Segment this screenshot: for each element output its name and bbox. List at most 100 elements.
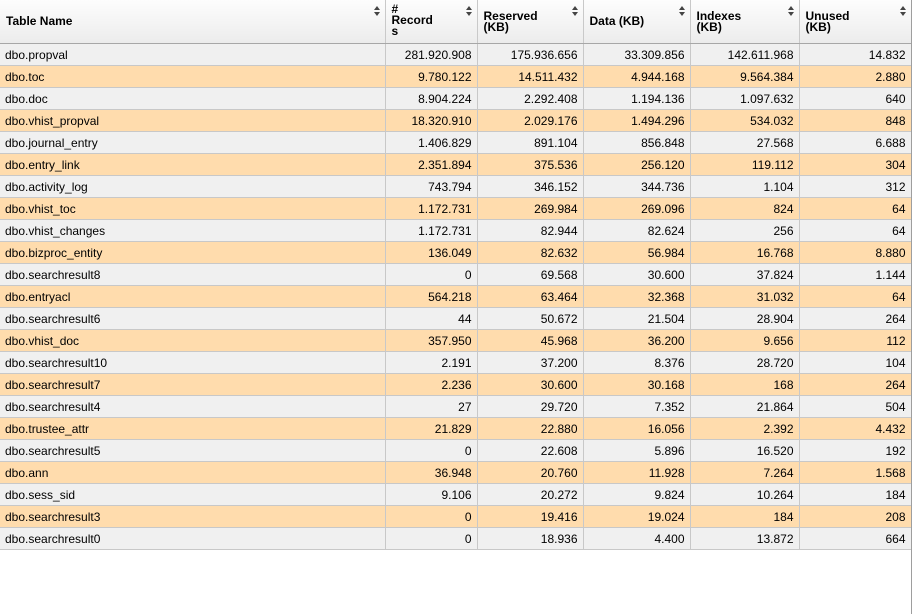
unused-cell[interactable]: 192: [799, 439, 911, 462]
column-header-unused[interactable]: Unused (KB): [799, 0, 911, 44]
table-row[interactable]: dbo.entryacl 564.218 63.464 32.368 31.032 64: [0, 285, 911, 308]
table-name-cell[interactable]: dbo.searchresult5: [0, 439, 386, 462]
data-cell[interactable]: 344.736: [583, 175, 691, 198]
unused-cell[interactable]: 64: [799, 285, 911, 308]
unused-cell[interactable]: 664: [799, 527, 911, 550]
record-count-cell[interactable]: 1.406.829: [385, 131, 478, 154]
indexes-cell[interactable]: 534.032: [690, 109, 800, 132]
table-name-cell[interactable]: dbo.entryacl: [0, 285, 386, 308]
indexes-cell[interactable]: 27.568: [690, 131, 800, 154]
data-cell[interactable]: 36.200: [583, 329, 691, 352]
indexes-cell[interactable]: 16.520: [690, 439, 800, 462]
record-count-cell[interactable]: 2.236: [385, 373, 478, 396]
table-name-cell[interactable]: dbo.ann: [0, 461, 386, 484]
table-name-cell[interactable]: dbo.toc: [0, 65, 386, 88]
indexes-cell[interactable]: 9.656: [690, 329, 800, 352]
unused-cell[interactable]: 264: [799, 373, 911, 396]
data-cell[interactable]: 11.928: [583, 461, 691, 484]
data-cell[interactable]: 82.624: [583, 219, 691, 242]
reserved-cell[interactable]: 22.608: [477, 439, 584, 462]
data-cell[interactable]: 8.376: [583, 351, 691, 374]
data-cell[interactable]: 5.896: [583, 439, 691, 462]
table-name-cell[interactable]: dbo.activity_log: [0, 175, 386, 198]
indexes-cell[interactable]: 1.104: [690, 175, 800, 198]
table-row[interactable]: dbo.propval 281.920.908 175.936.656 33.309.…: [0, 43, 911, 66]
record-count-cell[interactable]: 281.920.908: [385, 43, 478, 66]
data-cell[interactable]: 256.120: [583, 153, 691, 176]
table-row[interactable]: dbo.searchresult0 0 18.936 4.400 13.872 664: [0, 527, 911, 550]
table-name-cell[interactable]: dbo.searchresult10: [0, 351, 386, 374]
indexes-cell[interactable]: 2.392: [690, 417, 800, 440]
record-count-cell[interactable]: 9.106: [385, 483, 478, 506]
unused-cell[interactable]: 1.144: [799, 263, 911, 286]
column-header-record-count[interactable]: # Record s: [385, 0, 478, 44]
unused-cell[interactable]: 184: [799, 483, 911, 506]
sort-arrows-icon[interactable]: [373, 6, 380, 16]
table-row[interactable]: dbo.searchresult6 44 50.672 21.504 28.904 264: [0, 307, 911, 330]
indexes-cell[interactable]: 168: [690, 373, 800, 396]
table-name-cell[interactable]: dbo.searchresult0: [0, 527, 386, 550]
unused-cell[interactable]: 208: [799, 505, 911, 528]
record-count-cell[interactable]: 21.829: [385, 417, 478, 440]
reserved-cell[interactable]: 19.416: [477, 505, 584, 528]
record-count-cell[interactable]: 36.948: [385, 461, 478, 484]
indexes-cell[interactable]: 10.264: [690, 483, 800, 506]
data-cell[interactable]: 7.352: [583, 395, 691, 418]
indexes-cell[interactable]: 184: [690, 505, 800, 528]
sort-arrows-icon[interactable]: [678, 6, 685, 16]
reserved-cell[interactable]: 18.936: [477, 527, 584, 550]
table-name-cell[interactable]: dbo.entry_link: [0, 153, 386, 176]
data-cell[interactable]: 30.600: [583, 263, 691, 286]
data-cell[interactable]: 56.984: [583, 241, 691, 264]
data-cell[interactable]: 19.024: [583, 505, 691, 528]
reserved-cell[interactable]: 50.672: [477, 307, 584, 330]
table-row[interactable]: dbo.vhist_propval 18.320.910 2.029.176 1.49…: [0, 109, 911, 132]
reserved-cell[interactable]: 82.944: [477, 219, 584, 242]
record-count-cell[interactable]: 0: [385, 439, 478, 462]
record-count-cell[interactable]: 1.172.731: [385, 219, 478, 242]
reserved-cell[interactable]: 20.272: [477, 483, 584, 506]
unused-cell[interactable]: 1.568: [799, 461, 911, 484]
table-name-cell[interactable]: dbo.trustee_attr: [0, 417, 386, 440]
unused-cell[interactable]: 264: [799, 307, 911, 330]
data-cell[interactable]: 21.504: [583, 307, 691, 330]
table-name-cell[interactable]: dbo.journal_entry: [0, 131, 386, 154]
unused-cell[interactable]: 304: [799, 153, 911, 176]
table-row[interactable]: dbo.bizproc_entity 136.049 82.632 56.984 16.…: [0, 241, 911, 264]
column-header-data[interactable]: Data (KB): [583, 0, 691, 44]
data-cell[interactable]: 1.494.296: [583, 109, 691, 132]
indexes-cell[interactable]: 119.112: [690, 153, 800, 176]
record-count-cell[interactable]: 743.794: [385, 175, 478, 198]
data-cell[interactable]: 16.056: [583, 417, 691, 440]
reserved-cell[interactable]: 2.292.408: [477, 87, 584, 110]
record-count-cell[interactable]: 2.351.894: [385, 153, 478, 176]
reserved-cell[interactable]: 346.152: [477, 175, 584, 198]
indexes-cell[interactable]: 16.768: [690, 241, 800, 264]
sort-arrows-icon[interactable]: [899, 6, 906, 16]
table-name-cell[interactable]: dbo.doc: [0, 87, 386, 110]
indexes-cell[interactable]: 28.904: [690, 307, 800, 330]
table-name-cell[interactable]: dbo.searchresult6: [0, 307, 386, 330]
table-name-cell[interactable]: dbo.searchresult8: [0, 263, 386, 286]
table-name-cell[interactable]: dbo.propval: [0, 43, 386, 66]
unused-cell[interactable]: 312: [799, 175, 911, 198]
reserved-cell[interactable]: 37.200: [477, 351, 584, 374]
reserved-cell[interactable]: 30.600: [477, 373, 584, 396]
table-row[interactable]: dbo.searchresult3 0 19.416 19.024 184 208: [0, 505, 911, 528]
unused-cell[interactable]: 640: [799, 87, 911, 110]
table-row[interactable]: dbo.searchresult7 2.236 30.600 30.168 168 264: [0, 373, 911, 396]
indexes-cell[interactable]: 21.864: [690, 395, 800, 418]
table-name-cell[interactable]: dbo.searchresult4: [0, 395, 386, 418]
indexes-cell[interactable]: 13.872: [690, 527, 800, 550]
table-name-cell[interactable]: dbo.searchresult3: [0, 505, 386, 528]
indexes-cell[interactable]: 142.611.968: [690, 43, 800, 66]
table-row[interactable]: dbo.activity_log 743.794 346.152 344.736 1.1…: [0, 175, 911, 198]
record-count-cell[interactable]: 1.172.731: [385, 197, 478, 220]
indexes-cell[interactable]: 7.264: [690, 461, 800, 484]
unused-cell[interactable]: 8.880: [799, 241, 911, 264]
data-cell[interactable]: 856.848: [583, 131, 691, 154]
table-name-cell[interactable]: dbo.vhist_changes: [0, 219, 386, 242]
reserved-cell[interactable]: 63.464: [477, 285, 584, 308]
table-row[interactable]: dbo.searchresult10 2.191 37.200 8.376 28.720…: [0, 351, 911, 374]
table-name-cell[interactable]: dbo.vhist_propval: [0, 109, 386, 132]
